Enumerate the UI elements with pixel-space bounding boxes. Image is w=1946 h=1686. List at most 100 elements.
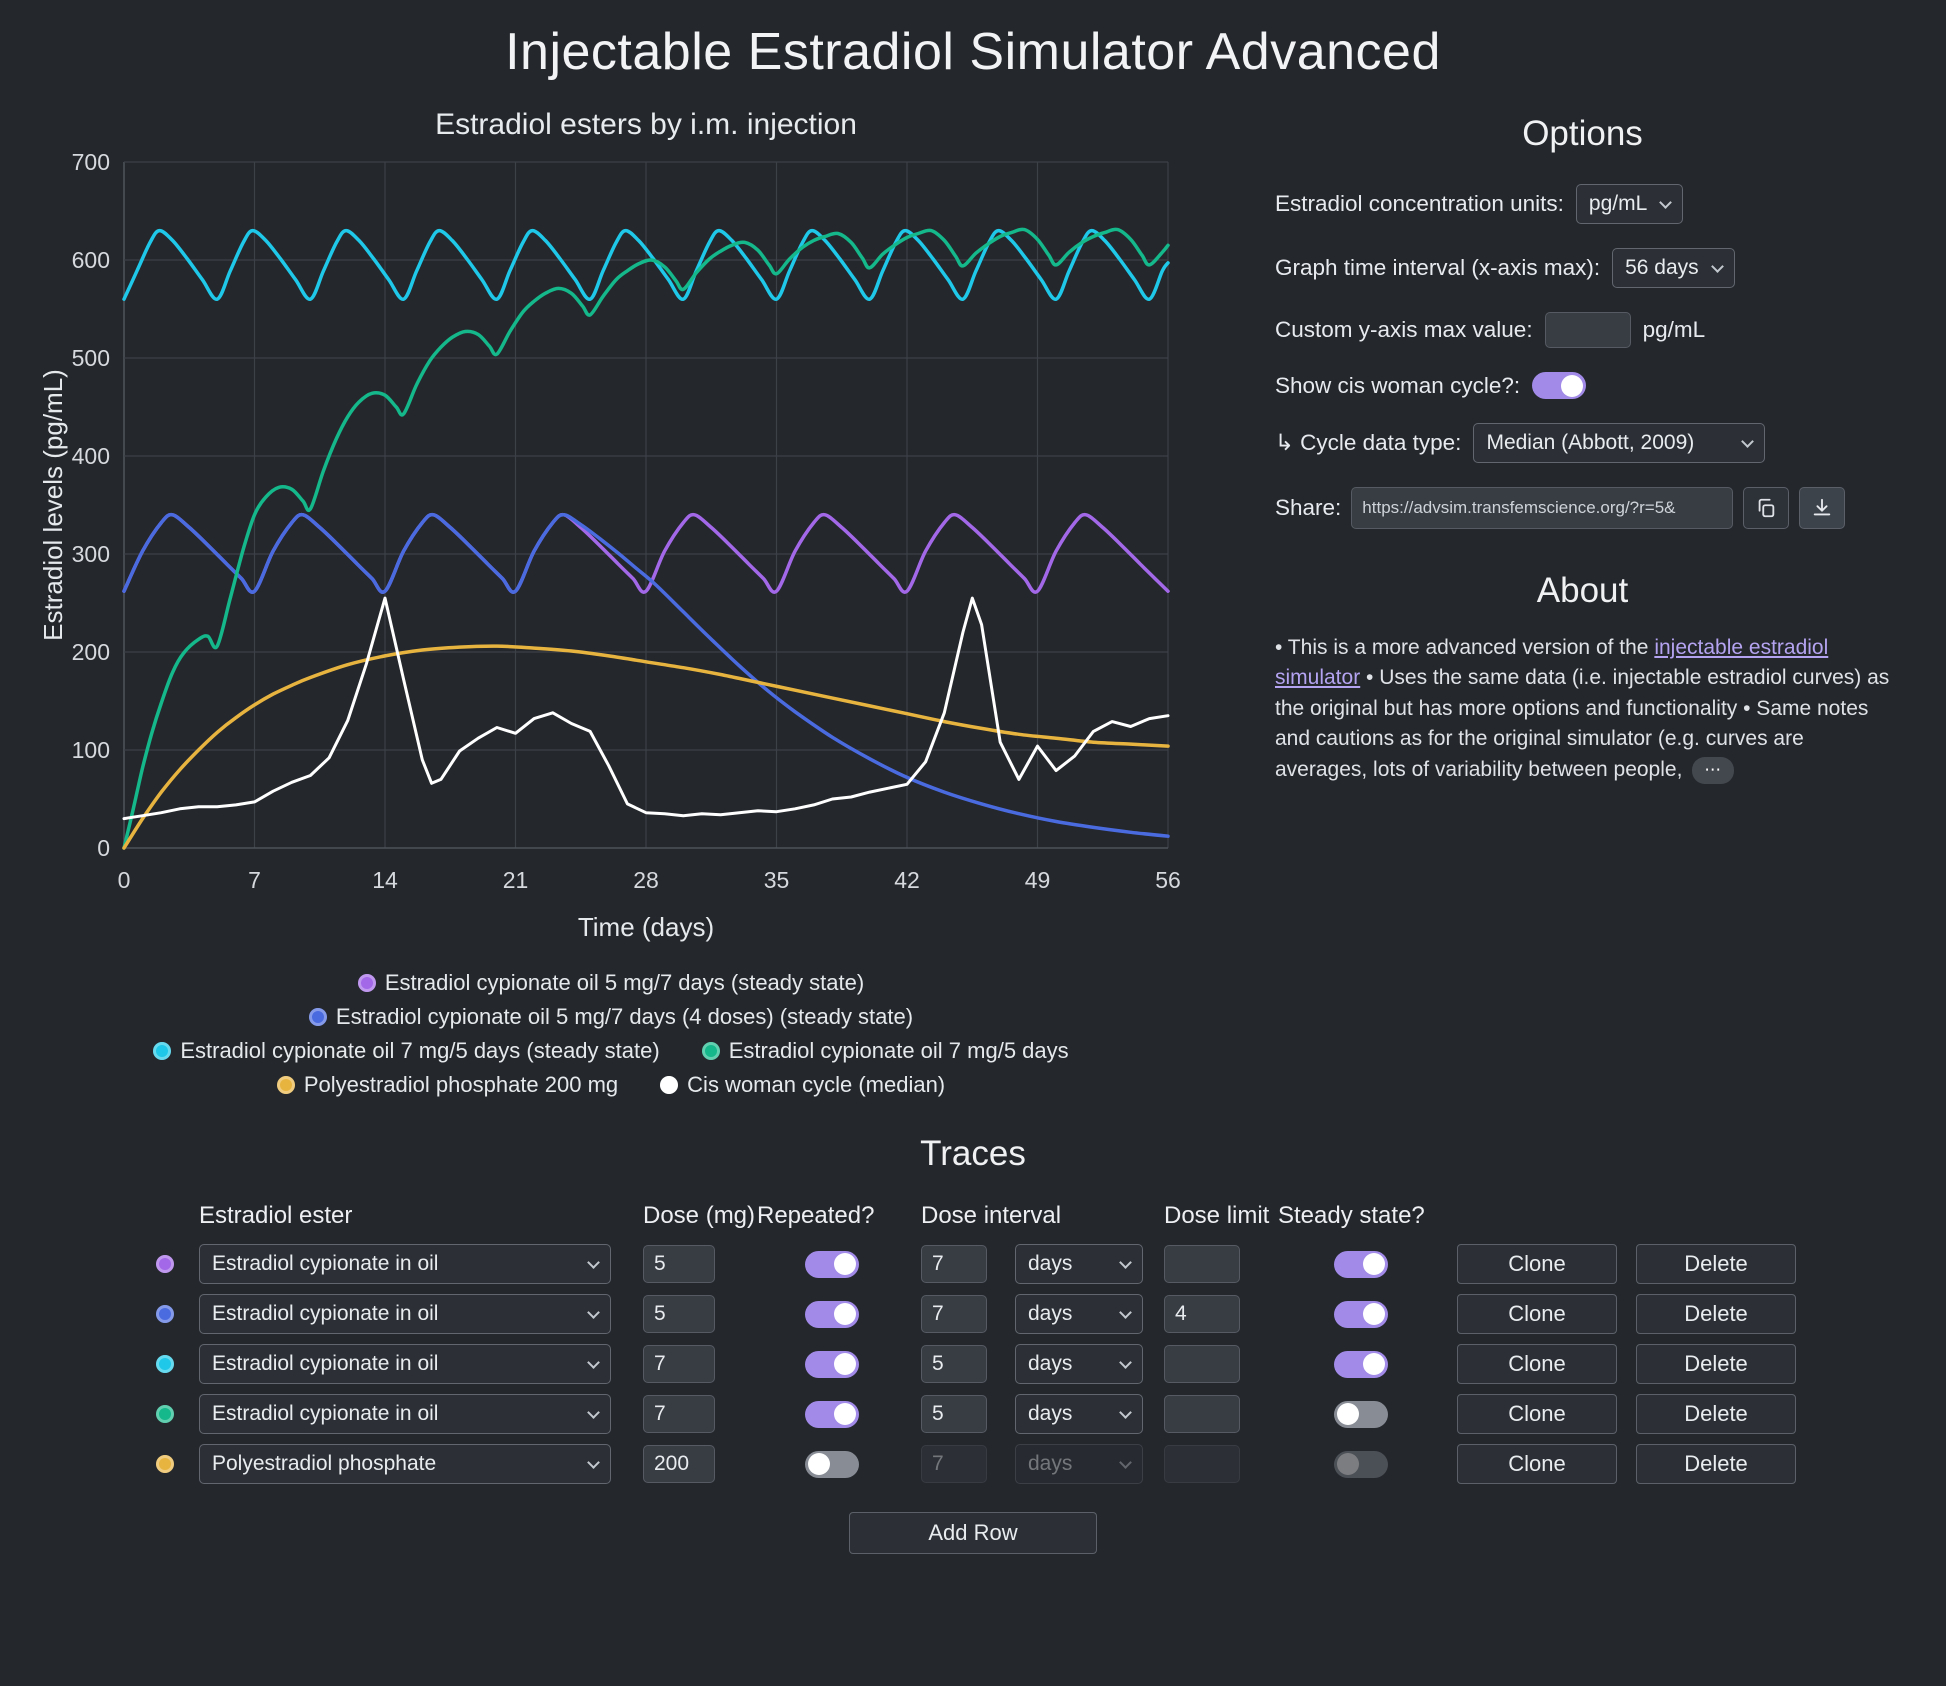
- time-interval-select[interactable]: 56 days: [1612, 248, 1735, 288]
- cycle-toggle[interactable]: [1532, 372, 1587, 399]
- dose-limit-input[interactable]: [1164, 1295, 1240, 1333]
- delete-button[interactable]: Delete: [1636, 1444, 1796, 1484]
- interval-unit-select[interactable]: days: [1015, 1244, 1143, 1284]
- svg-text:200: 200: [72, 639, 110, 665]
- cycle-type-row: ↳ Cycle data type: Median (Abbott, 2009): [1275, 423, 1890, 463]
- trace-row: Polyestradiol phosphate days Clone Delet…: [145, 1444, 1801, 1484]
- legend-item[interactable]: Cis woman cycle (median): [660, 1072, 945, 1098]
- svg-text:600: 600: [72, 247, 110, 273]
- legend-item[interactable]: Estradiol cypionate oil 5 mg/7 days (4 d…: [308, 1004, 913, 1030]
- delete-button[interactable]: Delete: [1636, 1294, 1796, 1334]
- dose-input[interactable]: [643, 1345, 715, 1383]
- interval-unit-select[interactable]: days: [1015, 1344, 1143, 1384]
- about-heading: About: [1536, 571, 1629, 610]
- trace-color-dot: [156, 1305, 174, 1323]
- cycle-type-select[interactable]: Median (Abbott, 2009): [1473, 423, 1766, 463]
- dose-interval-input[interactable]: [921, 1295, 987, 1333]
- dose-input[interactable]: [643, 1245, 715, 1283]
- legend-label: Cis woman cycle (median): [687, 1072, 946, 1097]
- dose-interval-input[interactable]: [921, 1395, 987, 1433]
- svg-text:7: 7: [248, 867, 261, 893]
- ester-select-value: Polyestradiol phosphate: [212, 1452, 437, 1475]
- dose-limit-input[interactable]: [1164, 1395, 1240, 1433]
- legend-label: Estradiol cypionate oil 7 mg/5 days (ste…: [180, 1038, 660, 1063]
- repeated-toggle[interactable]: [805, 1300, 859, 1328]
- dose-interval-input[interactable]: [921, 1345, 987, 1383]
- ymax-label: Custom y-axis max value:: [1275, 317, 1533, 342]
- cycle-type-select-value: Median (Abbott, 2009): [1486, 431, 1695, 454]
- interval-unit-select[interactable]: days: [1015, 1294, 1143, 1334]
- ymax-input[interactable]: [1544, 312, 1631, 348]
- clone-button[interactable]: Clone: [1457, 1444, 1617, 1484]
- main-row: Estradiol esters by i.m. injection 0 7 14 2…: [0, 108, 1946, 1098]
- dose-limit-input[interactable]: [1164, 1245, 1240, 1283]
- dose-interval-input[interactable]: [921, 1445, 987, 1483]
- series-lines: [122, 227, 1170, 850]
- share-url-input[interactable]: [1351, 487, 1734, 529]
- steady-state-toggle[interactable]: [1333, 1300, 1388, 1328]
- dose-input[interactable]: [643, 1295, 715, 1333]
- clone-button[interactable]: Clone: [1457, 1394, 1617, 1434]
- steady-state-toggle[interactable]: [1333, 1450, 1388, 1478]
- time-interval-label: Graph time interval (x-axis max):: [1275, 255, 1601, 280]
- time-interval-row: Graph time interval (x-axis max): 56 day…: [1275, 248, 1890, 288]
- steady-state-toggle[interactable]: [1333, 1350, 1388, 1378]
- ester-select[interactable]: Estradiol cypionate in oil: [199, 1244, 611, 1284]
- copy-share-button[interactable]: [1743, 487, 1790, 529]
- download-button[interactable]: [1799, 487, 1846, 529]
- interval-unit-value: days: [1028, 1452, 1073, 1475]
- clone-button[interactable]: Clone: [1457, 1294, 1617, 1334]
- clone-button[interactable]: Clone: [1457, 1244, 1617, 1284]
- series-line-4: [122, 644, 1170, 850]
- interval-unit-select[interactable]: days: [1015, 1394, 1143, 1434]
- dose-input[interactable]: [643, 1445, 715, 1483]
- svg-text:56: 56: [1155, 867, 1181, 893]
- interval-unit-value: days: [1028, 1252, 1073, 1275]
- dose-input[interactable]: [643, 1395, 715, 1433]
- trace-row: Estradiol cypionate in oil days Clone De…: [145, 1344, 1801, 1384]
- dose-limit-input[interactable]: [1164, 1445, 1240, 1483]
- svg-text:300: 300: [72, 541, 110, 567]
- share-label: Share:: [1275, 495, 1342, 520]
- svg-text:49: 49: [1025, 867, 1051, 893]
- repeated-toggle[interactable]: [805, 1250, 859, 1278]
- add-row-button[interactable]: Add Row: [849, 1512, 1097, 1554]
- repeated-toggle[interactable]: [805, 1450, 859, 1478]
- steady-state-toggle[interactable]: [1333, 1400, 1388, 1428]
- repeated-toggle[interactable]: [805, 1350, 859, 1378]
- ester-select[interactable]: Estradiol cypionate in oil: [199, 1294, 611, 1334]
- svg-text:35: 35: [764, 867, 790, 893]
- clone-button[interactable]: Clone: [1457, 1344, 1617, 1384]
- delete-button[interactable]: Delete: [1636, 1394, 1796, 1434]
- legend-item[interactable]: Estradiol cypionate oil 5 mg/7 days (ste…: [357, 970, 864, 996]
- legend-item[interactable]: Polyestradiol phosphate 200 mg: [276, 1072, 618, 1098]
- ester-select-value: Estradiol cypionate in oil: [212, 1402, 439, 1425]
- dose-interval-input[interactable]: [921, 1245, 987, 1283]
- ester-select-value: Estradiol cypionate in oil: [212, 1302, 439, 1325]
- repeated-toggle[interactable]: [805, 1400, 859, 1428]
- units-select[interactable]: pg/mL: [1575, 184, 1684, 224]
- svg-text:42: 42: [894, 867, 920, 893]
- ester-select[interactable]: Estradiol cypionate in oil: [199, 1344, 611, 1384]
- col-steady-state: Steady state?: [1278, 1202, 1425, 1229]
- delete-button[interactable]: Delete: [1636, 1244, 1796, 1284]
- ester-select[interactable]: Estradiol cypionate in oil: [199, 1394, 611, 1434]
- estradiol-chart[interactable]: 0 7 14 21 28 35 42 49 56 0 100 200 300 400 500 600 700 Ti…: [36, 148, 1186, 958]
- svg-text:500: 500: [72, 345, 110, 371]
- expand-ellipsis-button[interactable]: ⋯: [1692, 756, 1735, 784]
- simulator-link[interactable]: injectable estradiol simulator: [1275, 636, 1829, 690]
- legend-item[interactable]: Estradiol cypionate oil 7 mg/5 days (ste…: [153, 1038, 660, 1064]
- legend-item[interactable]: Estradiol cypionate oil 7 mg/5 days: [701, 1038, 1069, 1064]
- svg-text:100: 100: [72, 737, 110, 763]
- ester-select[interactable]: Polyestradiol phosphate: [199, 1444, 611, 1484]
- page-title: Injectable Estradiol Simulator Advanced: [505, 23, 1441, 81]
- delete-button[interactable]: Delete: [1636, 1344, 1796, 1384]
- interval-unit-select[interactable]: days: [1015, 1444, 1143, 1484]
- steady-state-toggle[interactable]: [1333, 1250, 1388, 1278]
- chevron-down-icon: [1119, 1305, 1132, 1319]
- chevron-down-icon: [1119, 1255, 1132, 1269]
- dose-limit-input[interactable]: [1164, 1345, 1240, 1383]
- ester-select-value: Estradiol cypionate in oil: [212, 1252, 439, 1275]
- legend-marker: [276, 1076, 295, 1094]
- trace-rows: Estradiol cypionate in oil days Clone De…: [145, 1244, 1801, 1484]
